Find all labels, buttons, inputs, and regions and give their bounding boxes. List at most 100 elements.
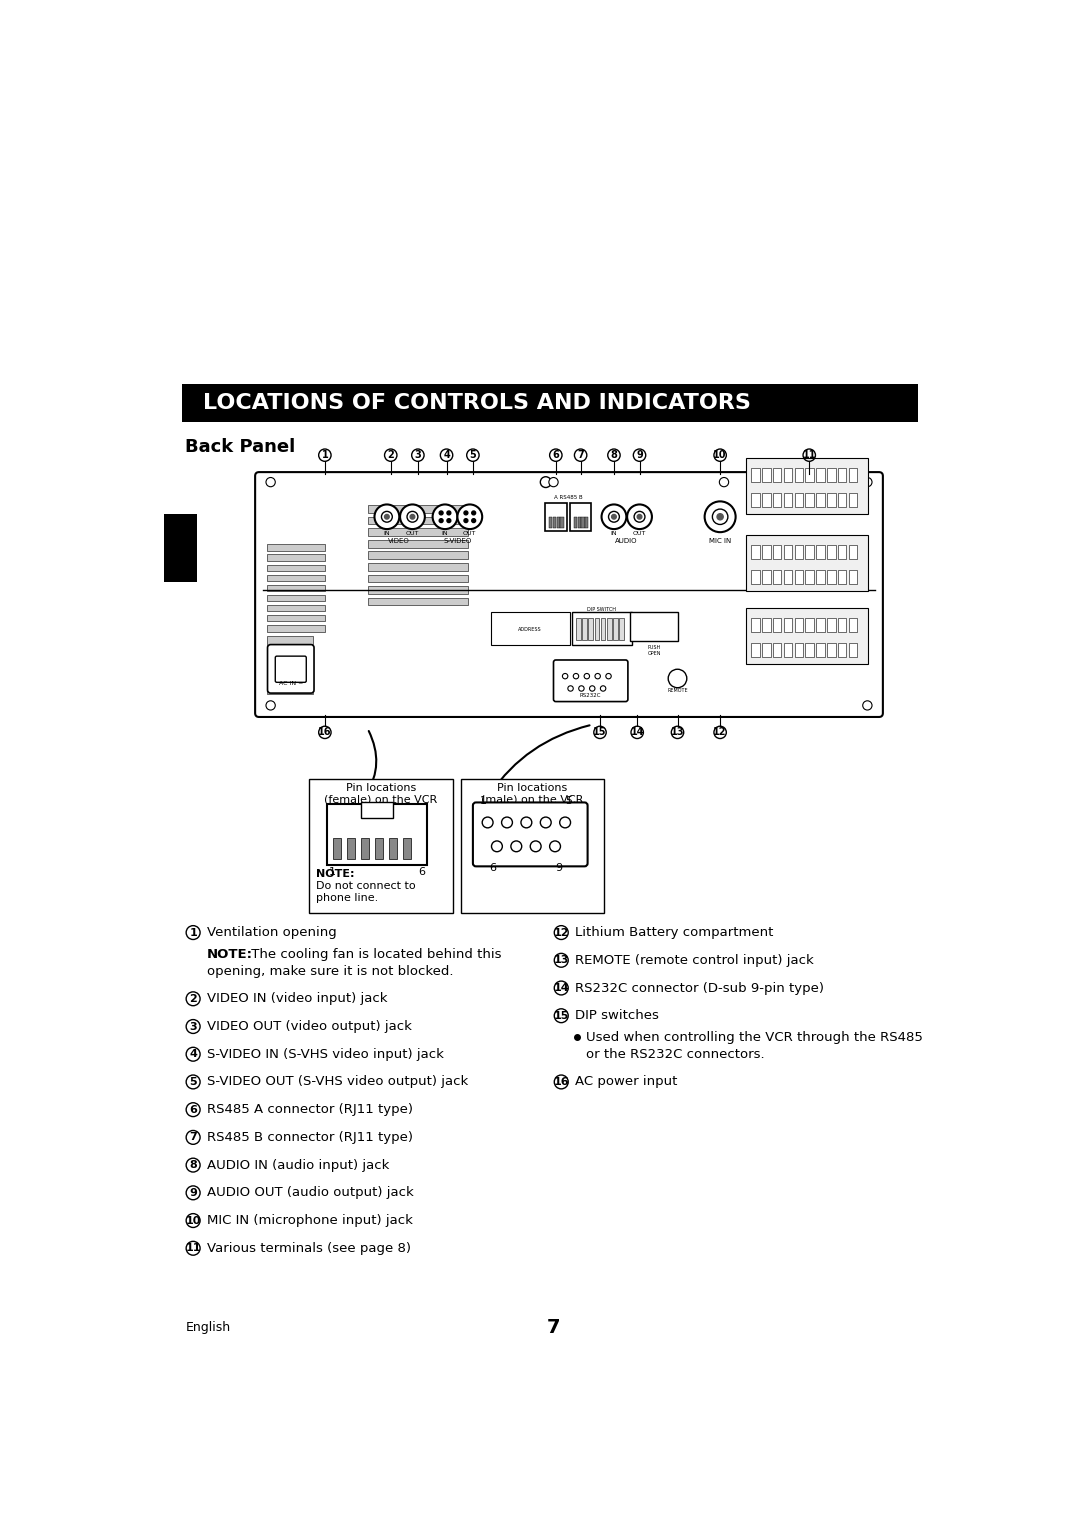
Bar (367, 587, 469, 594)
Bar (827, 468, 836, 483)
Circle shape (719, 477, 729, 487)
Circle shape (608, 512, 619, 523)
Bar (838, 545, 847, 559)
Text: Pin locations: Pin locations (497, 782, 567, 793)
Text: MIC IN (microphone input) jack: MIC IN (microphone input) jack (207, 1215, 413, 1227)
Bar (362, 837, 369, 859)
Bar (613, 619, 618, 640)
Bar (751, 545, 759, 559)
Bar (267, 648, 313, 657)
Bar (181, 384, 918, 422)
Text: 11: 11 (802, 451, 816, 460)
Text: Lithium Battery compartment: Lithium Battery compartment (576, 926, 773, 940)
Circle shape (491, 840, 502, 851)
Bar (367, 506, 469, 513)
Circle shape (573, 674, 579, 678)
FancyBboxPatch shape (572, 613, 632, 645)
Text: 8: 8 (610, 451, 618, 460)
Bar (164, 515, 197, 582)
Circle shape (600, 686, 606, 691)
Text: 11: 11 (186, 1244, 201, 1253)
Text: 1: 1 (322, 451, 328, 460)
Circle shape (602, 504, 626, 529)
Text: S-VIDEO IN (S-VHS video input) jack: S-VIDEO IN (S-VHS video input) jack (207, 1048, 444, 1060)
Bar (556, 516, 559, 527)
Text: RS485 B connector (RJ11 type): RS485 B connector (RJ11 type) (207, 1131, 413, 1144)
FancyBboxPatch shape (361, 802, 393, 817)
Bar (784, 545, 793, 559)
Text: 13: 13 (554, 955, 569, 966)
Text: 7: 7 (189, 1132, 197, 1143)
Text: 16: 16 (553, 1077, 569, 1086)
FancyBboxPatch shape (570, 503, 592, 532)
Bar (267, 575, 325, 582)
FancyBboxPatch shape (268, 645, 314, 694)
Text: 9: 9 (555, 863, 563, 874)
Circle shape (440, 510, 443, 515)
Bar (751, 570, 759, 584)
Bar (849, 545, 858, 559)
Bar (849, 619, 858, 633)
Bar (816, 494, 825, 507)
Text: 12: 12 (714, 727, 727, 738)
Bar (838, 643, 847, 657)
Bar (267, 564, 325, 571)
Bar (816, 468, 825, 483)
Text: IN: IN (442, 532, 448, 536)
Text: 4: 4 (443, 451, 450, 460)
Circle shape (559, 817, 570, 828)
Text: NOTE:: NOTE: (315, 868, 354, 879)
Text: 3: 3 (415, 451, 421, 460)
Circle shape (400, 504, 424, 529)
Bar (795, 619, 804, 633)
Bar (367, 552, 469, 559)
Circle shape (627, 504, 652, 529)
Bar (838, 468, 847, 483)
Circle shape (550, 840, 561, 851)
Bar (827, 619, 836, 633)
Bar (549, 516, 552, 527)
Bar (795, 545, 804, 559)
Bar (816, 545, 825, 559)
Text: 10: 10 (186, 1216, 201, 1225)
FancyBboxPatch shape (545, 503, 567, 532)
Text: 13: 13 (671, 727, 685, 738)
Text: OUT: OUT (406, 532, 419, 536)
Text: Used when controlling the VCR through the RS485: Used when controlling the VCR through th… (586, 1031, 923, 1044)
Bar (367, 516, 469, 524)
Text: VIDEO IN (video input) jack: VIDEO IN (video input) jack (207, 992, 388, 1005)
Circle shape (863, 701, 872, 711)
Bar (762, 494, 770, 507)
Circle shape (611, 515, 617, 520)
Text: A RS485 B: A RS485 B (554, 495, 582, 500)
Bar (795, 570, 804, 584)
Text: (male) on the VCR: (male) on the VCR (481, 795, 583, 804)
Bar (267, 585, 325, 591)
Bar (619, 619, 624, 640)
Bar (816, 643, 825, 657)
Bar (578, 516, 581, 527)
Bar (762, 619, 770, 633)
Text: 16: 16 (319, 727, 332, 738)
Bar (806, 545, 814, 559)
Text: English: English (186, 1322, 230, 1334)
Bar (751, 468, 759, 483)
Text: 1: 1 (481, 796, 487, 805)
Text: NOTE:: NOTE: (207, 947, 253, 961)
Bar (762, 643, 770, 657)
FancyBboxPatch shape (327, 804, 428, 865)
Text: ADDRESS: ADDRESS (518, 628, 542, 633)
Circle shape (704, 501, 735, 532)
Text: 5: 5 (566, 796, 572, 805)
Text: 7: 7 (577, 451, 584, 460)
Bar (267, 614, 325, 622)
Bar (751, 619, 759, 633)
Bar (827, 494, 836, 507)
Bar (849, 494, 858, 507)
FancyBboxPatch shape (490, 613, 570, 645)
Text: RS232C: RS232C (580, 692, 602, 698)
Circle shape (606, 674, 611, 678)
Text: OUT: OUT (633, 532, 646, 536)
Text: 6: 6 (189, 1105, 197, 1114)
Bar (773, 570, 781, 584)
